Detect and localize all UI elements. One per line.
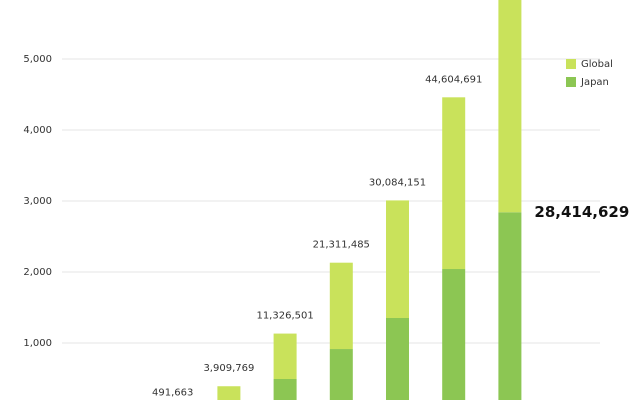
y-tick-label: 4,000 [23, 125, 52, 136]
total-label: 11,326,501 [256, 311, 313, 322]
bar-segment [273, 333, 297, 379]
legend-label: Japan [580, 77, 609, 88]
y-tick-label: 1,000 [23, 338, 52, 349]
bar-segment [329, 349, 353, 400]
total-label: 3,909,769 [203, 363, 254, 374]
total-label: 21,311,485 [313, 240, 370, 251]
bar-segment [273, 378, 297, 400]
data-label: 28,414,629 [534, 203, 629, 221]
bar-segment [442, 97, 466, 270]
total-label: 30,084,151 [369, 177, 426, 188]
legend-label: Global [581, 59, 613, 70]
total-label: 44,604,691 [425, 74, 482, 85]
bar-segment [386, 318, 409, 400]
y-tick-label: 5,000 [23, 54, 52, 65]
y-tick-label: 3,000 [23, 196, 52, 207]
bar-segment [498, 212, 522, 400]
y-tick-label: 2,000 [23, 267, 52, 278]
bar-segment [442, 269, 466, 400]
total-label: 491,663 [152, 388, 193, 399]
bar-segment [217, 386, 241, 400]
legend-swatch [566, 77, 576, 87]
legend-swatch [566, 59, 576, 69]
bar-segment [329, 262, 353, 350]
bar-segment [498, 0, 522, 213]
bar-segment [386, 200, 409, 319]
